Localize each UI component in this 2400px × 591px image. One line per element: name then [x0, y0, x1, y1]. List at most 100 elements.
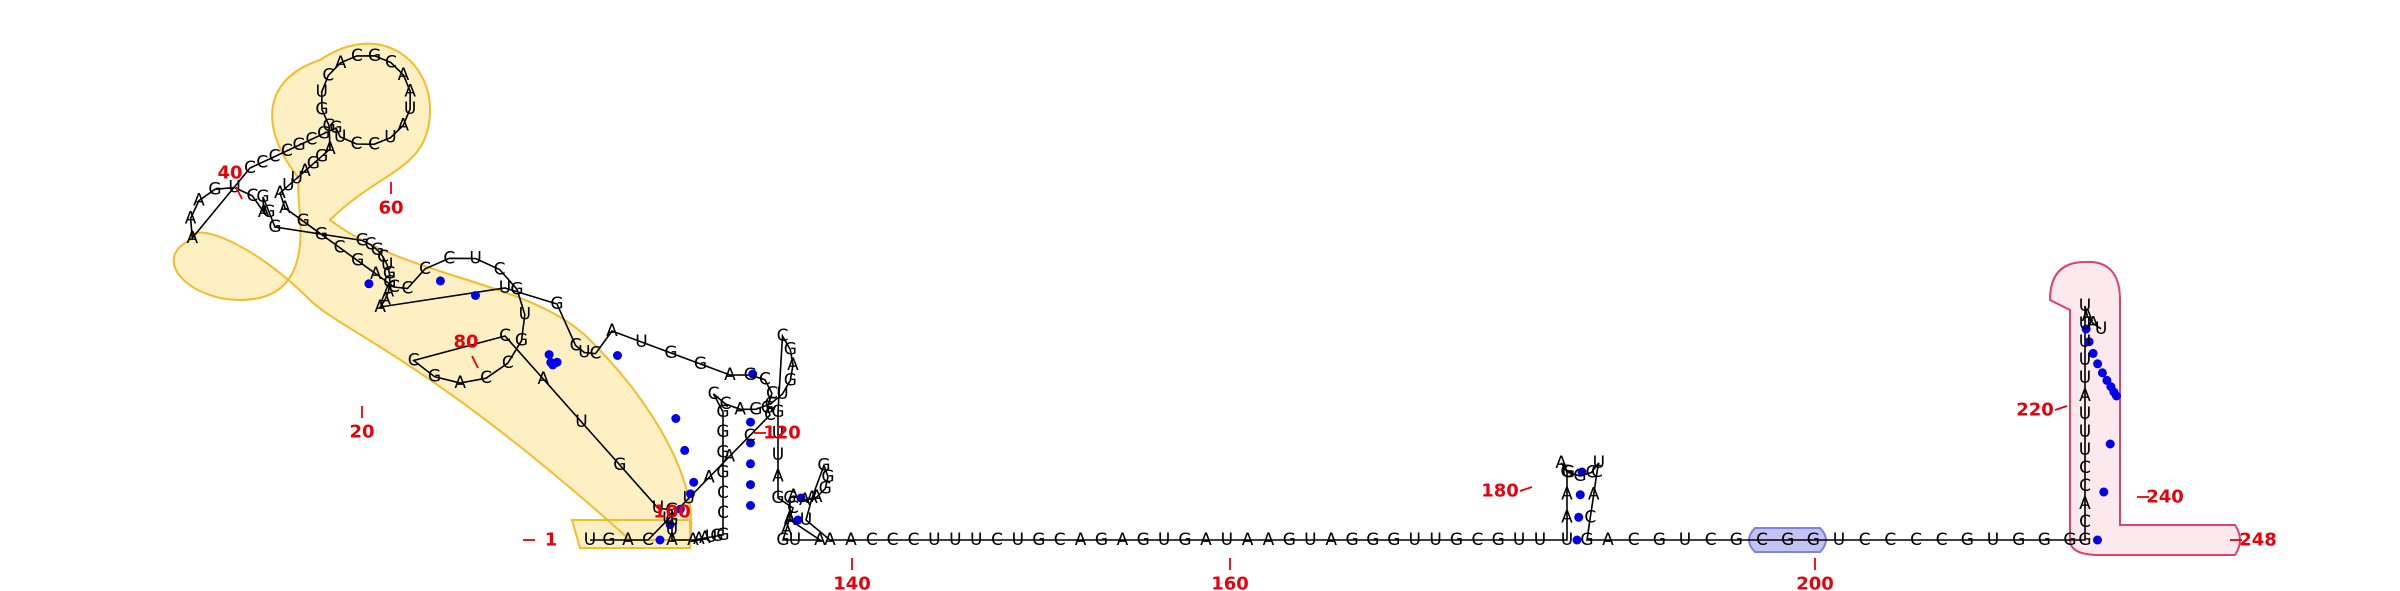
- nucleotide-201: G: [1730, 530, 1743, 550]
- position-label-180: 180: [1481, 481, 1519, 502]
- nucleotide-128: U: [772, 424, 784, 444]
- base-pair-dot: [2093, 535, 2102, 545]
- nucleotide-157: U: [1012, 530, 1024, 550]
- nucleotide-15: A: [724, 365, 736, 385]
- base-pair-dot: [2099, 487, 2109, 497]
- base-pair-dot: [2105, 439, 2115, 449]
- nucleotide-86: U: [469, 249, 481, 269]
- nucleotide-105: A: [687, 530, 699, 550]
- nucleotide-195: G: [1580, 530, 1593, 550]
- position-label-200: 200: [1796, 574, 1834, 591]
- nucleotide-1: U: [584, 530, 596, 550]
- position-label-1: 1: [545, 530, 558, 551]
- nucleotide-6: U: [682, 488, 694, 508]
- nucleotide-138: A: [784, 510, 796, 530]
- nucleotide-108: U: [705, 527, 717, 547]
- position-label-240: 240: [2146, 487, 2184, 508]
- nucleotide-93: A: [454, 373, 466, 393]
- nucleotide-207: C: [1884, 530, 1896, 550]
- nucleotide-111: C: [717, 503, 729, 523]
- nucleotide-146: A: [806, 488, 818, 508]
- nucleotide-192: C: [1591, 462, 1603, 482]
- nucleotide-51: G: [317, 124, 330, 144]
- nucleotide-28: G: [383, 272, 396, 292]
- nucleotide-213: G: [2038, 530, 2051, 550]
- nucleotide-208: C: [1910, 530, 1922, 550]
- nucleotide-109: G: [710, 526, 723, 546]
- nucleotide-59: A: [404, 81, 416, 101]
- nucleotide-95: C: [408, 351, 420, 371]
- position-tick-180: [1519, 486, 1533, 492]
- nucleotide-202: C: [1756, 530, 1768, 550]
- nucleotide-185: A: [1561, 485, 1573, 505]
- nucleotide-63: C: [351, 46, 363, 66]
- nucleotide-155: U: [970, 530, 982, 550]
- position-tick-80: [471, 355, 479, 369]
- nucleotide-82: C: [388, 277, 400, 297]
- nucleotide-36: G: [262, 202, 275, 222]
- base-pair-dot: [689, 477, 699, 487]
- nucleotide-68: G: [323, 116, 336, 136]
- nucleotide-26: A: [379, 290, 391, 310]
- nucleotide-57: A: [397, 115, 409, 135]
- position-tick-220: [2054, 405, 2068, 411]
- nucleotide-171: U: [1304, 530, 1316, 550]
- nucleotide-139: G: [783, 488, 796, 508]
- nucleotide-16: G: [694, 354, 707, 374]
- nucleotide-27: A: [383, 281, 395, 301]
- nucleotide-145: G: [817, 455, 830, 475]
- nucleotide-84: C: [419, 259, 431, 279]
- nucleotide-217: A: [2079, 494, 2091, 514]
- nucleotide-178: G: [1450, 530, 1463, 550]
- nucleotide-179: C: [1471, 530, 1483, 550]
- backbone-line: [189, 54, 2102, 541]
- position-label-100: 100: [653, 502, 691, 523]
- nucleotide-22: C: [570, 336, 582, 356]
- nucleotide-100: U: [652, 498, 664, 518]
- base-pair-dot: [1575, 490, 1585, 500]
- nucleotide-184: A: [1561, 507, 1573, 527]
- nucleotide-44: A: [186, 228, 198, 248]
- position-label-60: 60: [378, 198, 403, 219]
- nucleotide-4: C: [642, 530, 654, 550]
- nucleotide-98: U: [575, 412, 587, 432]
- nucleotide-159: C: [1054, 530, 1066, 550]
- nucleotide-163: G: [1137, 530, 1150, 550]
- base-pair-dot: [2088, 348, 2098, 358]
- nucleotide-91: C: [502, 353, 514, 373]
- nucleotide-101: G: [665, 500, 678, 520]
- nucleotide-141: A: [799, 490, 811, 510]
- base-pair-dot: [665, 520, 675, 530]
- nucleotide-122: U: [776, 384, 788, 404]
- nucleotide-97: A: [537, 369, 549, 389]
- base-pair-dot: [613, 351, 622, 360]
- nucleotide-66: U: [315, 82, 327, 102]
- nucleotide-148: A: [824, 530, 836, 550]
- nucleotide-230: A: [2087, 314, 2099, 334]
- base-pair-dot: [796, 493, 806, 503]
- nucleotide-231: U: [2095, 319, 2107, 339]
- nucleotide-83: C: [401, 279, 413, 299]
- nucleotide-33: C: [364, 235, 376, 255]
- nucleotide-121: C: [765, 394, 777, 414]
- nucleotide-133: A: [784, 509, 796, 529]
- nucleotide-25: A: [374, 297, 386, 317]
- nucleotide-74: U: [282, 176, 294, 196]
- nucleotide-12: C: [766, 383, 778, 403]
- nucleotide-220: U: [2079, 440, 2091, 460]
- position-label-40: 40: [217, 163, 242, 184]
- nucleotide-229: A: [2081, 306, 2093, 326]
- nucleotide-79: C: [334, 238, 346, 258]
- nucleotide-81: A: [370, 264, 382, 284]
- nucleotide-119: A: [734, 399, 746, 419]
- nucleotide-140: A: [788, 486, 800, 506]
- nucleotide-53: U: [334, 127, 346, 147]
- nucleotide-206: C: [1859, 530, 1871, 550]
- nucleotide-214: G: [2063, 530, 2076, 550]
- nucleotide-131: G: [771, 488, 784, 508]
- nucleotide-186: G: [1560, 462, 1573, 482]
- base-pair-dot: [748, 369, 758, 379]
- nucleotide-162: A: [1117, 530, 1129, 550]
- nucleotide-143: G: [819, 479, 832, 499]
- nucleotide-103: U: [666, 520, 678, 540]
